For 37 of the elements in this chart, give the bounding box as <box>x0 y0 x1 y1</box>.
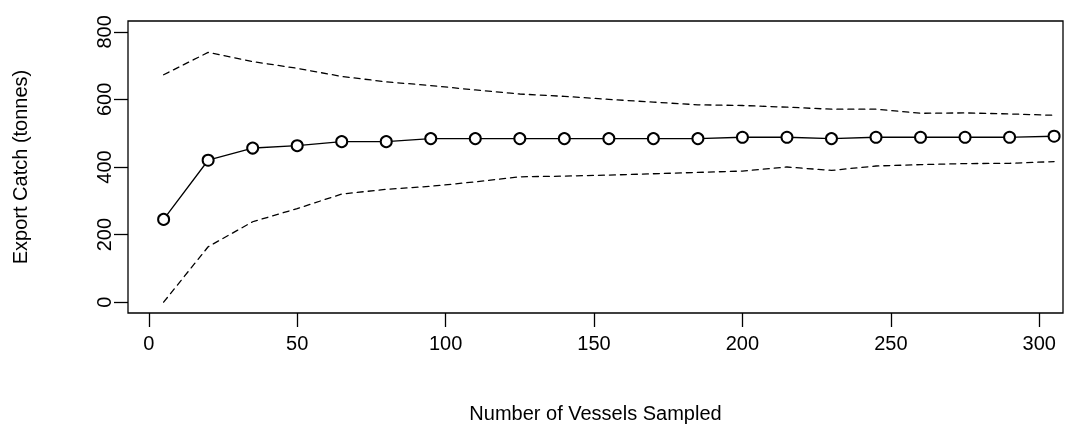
point <box>1003 130 1017 144</box>
point <box>246 141 260 155</box>
y-tick-label: 200 <box>93 217 115 252</box>
point <box>869 130 883 144</box>
x-tick-label: 100 <box>428 332 463 354</box>
x-tick-label: 0 <box>143 332 155 354</box>
point <box>691 132 705 146</box>
point <box>1047 129 1061 143</box>
point <box>424 132 438 146</box>
y-tick-label: 600 <box>93 82 115 117</box>
line-series <box>162 160 1055 303</box>
point <box>335 135 349 149</box>
point <box>602 132 616 146</box>
x-tick-label: 300 <box>1022 332 1056 354</box>
y-tick-label: 400 <box>93 150 115 184</box>
point <box>557 132 571 146</box>
point <box>914 130 928 144</box>
point <box>379 135 393 149</box>
y-tick-label: 0 <box>93 296 115 308</box>
point <box>735 130 749 144</box>
x-axis-title: Number of Vessels Sampled <box>469 402 722 424</box>
y-tick-label: 800 <box>93 15 115 49</box>
y-axis-title: Export Catch (tonnes) <box>9 69 31 265</box>
point <box>958 130 972 144</box>
point <box>290 139 304 153</box>
x-tick-label: 250 <box>874 332 908 354</box>
point <box>646 132 660 146</box>
point <box>201 153 215 167</box>
line-series <box>162 51 1055 116</box>
x-tick-label: 150 <box>577 332 611 354</box>
point <box>780 130 794 144</box>
point <box>157 212 171 226</box>
point <box>468 132 482 146</box>
point <box>824 132 838 146</box>
x-tick-label: 200 <box>725 332 760 354</box>
x-tick-label: 50 <box>286 332 309 354</box>
point <box>513 132 527 146</box>
